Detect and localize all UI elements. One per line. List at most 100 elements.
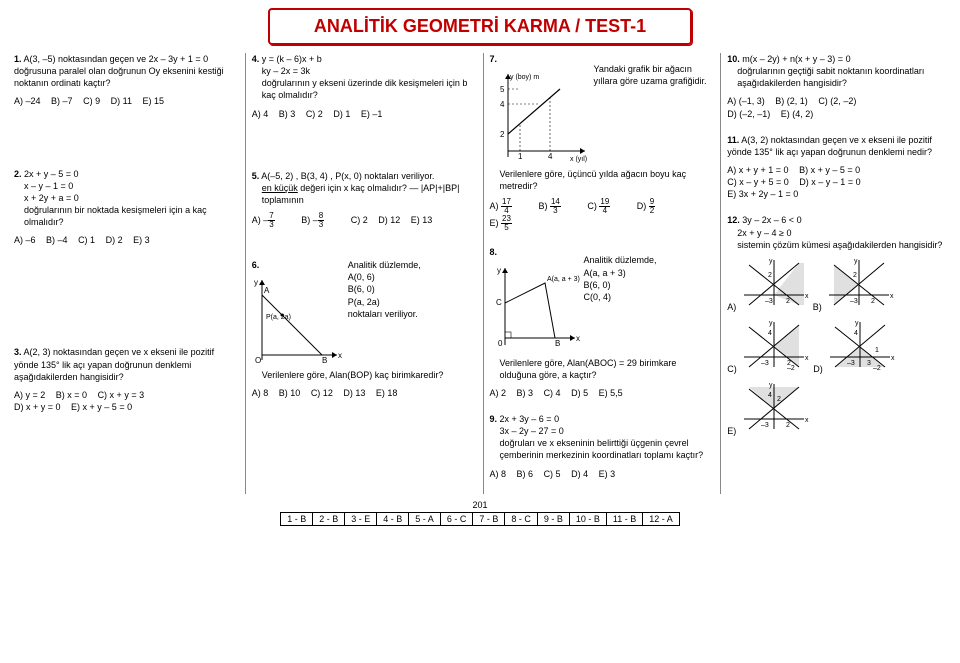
q8-opt-d: D) 5: [571, 387, 588, 399]
q8-side-text: Analitik düzlemde,: [584, 254, 709, 266]
q2-opt-b: B) –4: [46, 234, 68, 246]
question-9: 9. 2x + 3y – 6 = 0 3x – 2y – 27 = 0 doğr…: [490, 413, 709, 480]
q3-opt-e: E) x + y – 5 = 0: [71, 401, 132, 413]
q3-opt-c: C) x + y = 3: [98, 389, 145, 401]
q3-options: A) y = 2 B) x = 0 C) x + y = 3 D) x + y …: [14, 389, 233, 413]
q9-number: 9.: [490, 414, 498, 424]
ans-9: 9 - B: [538, 513, 570, 525]
q8-number: 8.: [490, 247, 498, 257]
q4-line2: ky – 2x = 3k: [252, 65, 471, 77]
q8-opt-e: E) 5,5: [599, 387, 623, 399]
svg-text:–3: –3: [847, 360, 855, 367]
svg-text:2: 2: [786, 422, 790, 429]
q7-number: 7.: [490, 54, 498, 64]
svg-text:5: 5: [500, 85, 505, 94]
q2-number: 2.: [14, 169, 22, 179]
q9-line2: 3x – 2y – 27 = 0: [490, 425, 709, 437]
q1-number: 1.: [14, 54, 22, 64]
svg-text:–3: –3: [761, 360, 769, 367]
q2-opt-d: D) 2: [106, 234, 123, 246]
ans-2: 2 - B: [313, 513, 345, 525]
q10-opt-e: E) (4, 2): [781, 108, 814, 120]
svg-text:y: y: [769, 320, 773, 327]
svg-text:4: 4: [500, 100, 505, 109]
ans-1: 1 - B: [281, 513, 313, 525]
q8-opt-c: C) 4: [544, 387, 561, 399]
q7-caption: Yandaki grafik bir ağacın yıllara göre u…: [594, 53, 709, 168]
q12-opt-a: A) xy–322: [727, 255, 809, 313]
q6-opt-b: B) 10: [279, 387, 301, 399]
q3-opt-d: D) x + y = 0: [14, 401, 61, 413]
ans-12: 12 - A: [643, 513, 679, 525]
svg-text:y: y: [854, 258, 858, 265]
q12-opt-c: C) xy–324–2: [727, 317, 809, 375]
q6-opt-c: C) 12: [311, 387, 333, 399]
q10-options: A) (–1, 3) B) (2, 1) C) (2, –2) D) (–2, …: [727, 95, 946, 119]
svg-text:x: x: [338, 351, 342, 360]
svg-text:y: y: [855, 320, 859, 327]
q5-opt-e: E) 13: [411, 214, 433, 226]
q12-opt-e: E) xy–3242: [727, 379, 809, 437]
q2-opt-a: A) –6: [14, 234, 36, 246]
q8-opt-b: B) 3: [517, 387, 534, 399]
svg-text:O: O: [255, 356, 261, 365]
svg-text:C: C: [496, 298, 502, 307]
q9-line1: 2x + 3y – 6 = 0: [500, 414, 560, 424]
q11-opt-b: B) x + y – 5 = 0: [799, 164, 860, 176]
q11-number: 11.: [727, 135, 739, 145]
q8-opt-a: A) 2: [490, 387, 507, 399]
svg-text:–2: –2: [873, 365, 881, 372]
q7-opt-d: D) 92: [637, 198, 671, 215]
q11-opt-a: A) x + y + 1 = 0: [727, 164, 788, 176]
svg-text:y: y: [254, 278, 258, 287]
q12-opt-b: B) xy–322: [813, 255, 895, 313]
q5-options: A) –73 B) –83 C) 2 D) 12 E) 13: [252, 212, 471, 229]
svg-text:2: 2: [786, 298, 790, 305]
q6-number: 6.: [252, 260, 260, 270]
q10-number: 10.: [727, 54, 740, 64]
q5-text2: en küçük değeri için x kaç olmalıdır? — …: [252, 182, 471, 206]
svg-text:2: 2: [853, 272, 857, 279]
q4-line1: y = (k – 6)x + b: [262, 54, 322, 64]
q9-opt-c: C) 5: [544, 468, 561, 480]
svg-text:x: x: [576, 334, 580, 343]
svg-text:x: x: [890, 293, 894, 300]
question-10: 10. m(x – 2y) + n(x + y – 3) = 0 doğrula…: [727, 53, 946, 120]
q6-graph: x y O A B P(a, 2a): [252, 275, 342, 365]
q2-opt-c: C) 1: [78, 234, 95, 246]
ans-8: 8 - C: [505, 513, 538, 525]
ans-3: 3 - E: [345, 513, 377, 525]
svg-text:2: 2: [500, 130, 505, 139]
q11-opt-e: E) 3x + 2y – 1 = 0: [727, 188, 798, 200]
q5-opt-c: C) 2: [351, 214, 368, 226]
page-number: 201: [8, 500, 952, 510]
q2-options: A) –6 B) –4 C) 1 D) 2 E) 3: [14, 234, 233, 246]
q12-line1: 3y – 2x – 6 < 0: [742, 215, 801, 225]
question-6: 6. x y O A B P(a, 2a): [252, 259, 471, 399]
q11-text: A(3, 2) noktasından geçen ve x ekseni il…: [727, 135, 932, 157]
question-11: 11. A(3, 2) noktasından geçen ve x eksen…: [727, 134, 946, 201]
q12-opt-d: D) xy–334–21: [813, 317, 895, 375]
svg-text:4: 4: [548, 152, 553, 161]
svg-text:–3: –3: [761, 422, 769, 429]
q1-options: A) –24 B) –7 C) 9 D) 11 E) 15: [14, 95, 233, 107]
q4-opt-a: A) 4: [252, 108, 269, 120]
q9-opt-a: A) 8: [490, 468, 507, 480]
q9-options: A) 8 B) 6 C) 5 D) 4 E) 3: [490, 468, 709, 480]
q9-opt-e: E) 3: [599, 468, 616, 480]
q6-text: Verilenlere göre, Alan(BOP) kaç birimkar…: [252, 369, 471, 381]
q6-pt-p: P(a, 2a): [348, 296, 471, 308]
svg-text:4: 4: [854, 330, 858, 337]
q4-number: 4.: [252, 54, 260, 64]
q7-opt-b: B) 143: [538, 198, 576, 215]
q9-opt-d: D) 4: [571, 468, 588, 480]
q8-pt-b: B(6, 0): [584, 279, 709, 291]
svg-text:A: A: [264, 286, 270, 295]
q1-opt-e: E) 15: [142, 95, 164, 107]
q8-pt-a: A(a, a + 3): [584, 267, 709, 279]
question-12: 12. 3y – 2x – 6 < 0 2x + y – 4 ≥ 0 siste…: [727, 214, 946, 437]
svg-text:P(a, 2a): P(a, 2a): [266, 314, 291, 321]
q6-opt-d: D) 13: [343, 387, 365, 399]
q7-graph: y (boy) m x (yıl) 5 4 2 1 4: [490, 69, 590, 164]
q4-text: doğrularının y ekseni üzerinde dik kesiş…: [252, 77, 471, 101]
